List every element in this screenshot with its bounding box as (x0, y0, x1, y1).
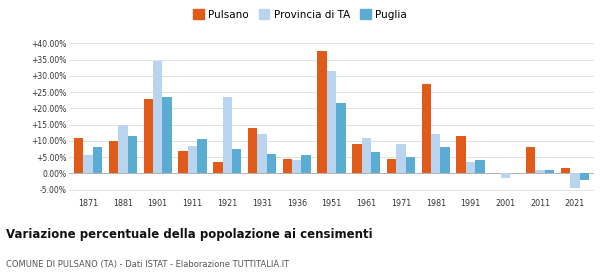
Bar (83, 155, 93, 173)
Bar (406, 157, 415, 173)
Bar (570, 173, 580, 188)
Bar (283, 159, 292, 173)
Bar (387, 159, 397, 173)
Bar (248, 128, 257, 173)
Bar (118, 125, 128, 173)
Bar (317, 52, 327, 173)
Bar (163, 97, 172, 173)
Bar (301, 155, 311, 173)
Bar (128, 136, 137, 173)
Bar (475, 160, 485, 173)
Bar (580, 173, 589, 180)
Bar (188, 146, 197, 173)
Bar (352, 144, 362, 173)
Bar (74, 137, 83, 173)
Bar (362, 137, 371, 173)
Bar (535, 170, 545, 173)
Bar (561, 168, 570, 173)
Bar (371, 152, 380, 173)
Bar (292, 160, 301, 173)
Bar (457, 136, 466, 173)
Bar (178, 151, 188, 173)
Bar (93, 147, 102, 173)
Bar (500, 173, 510, 178)
Bar (545, 170, 554, 173)
Bar (153, 61, 163, 173)
Bar (223, 97, 232, 173)
Bar (143, 99, 153, 173)
Bar (327, 71, 336, 173)
Bar (197, 139, 206, 173)
Legend: Pulsano, Provincia di TA, Puglia: Pulsano, Provincia di TA, Puglia (189, 5, 411, 24)
Bar (109, 141, 118, 173)
Bar (397, 144, 406, 173)
Bar (422, 84, 431, 173)
Bar (213, 162, 223, 173)
Bar (266, 154, 276, 173)
Text: COMUNE DI PULSANO (TA) - Dati ISTAT - Elaborazione TUTTITALIA.IT: COMUNE DI PULSANO (TA) - Dati ISTAT - El… (6, 260, 289, 269)
Bar (232, 149, 241, 173)
Text: Variazione percentuale della popolazione ai censimenti: Variazione percentuale della popolazione… (6, 228, 373, 241)
Bar (431, 134, 440, 173)
Bar (257, 134, 266, 173)
Bar (336, 103, 346, 173)
Bar (526, 147, 535, 173)
Bar (466, 162, 475, 173)
Bar (440, 147, 450, 173)
